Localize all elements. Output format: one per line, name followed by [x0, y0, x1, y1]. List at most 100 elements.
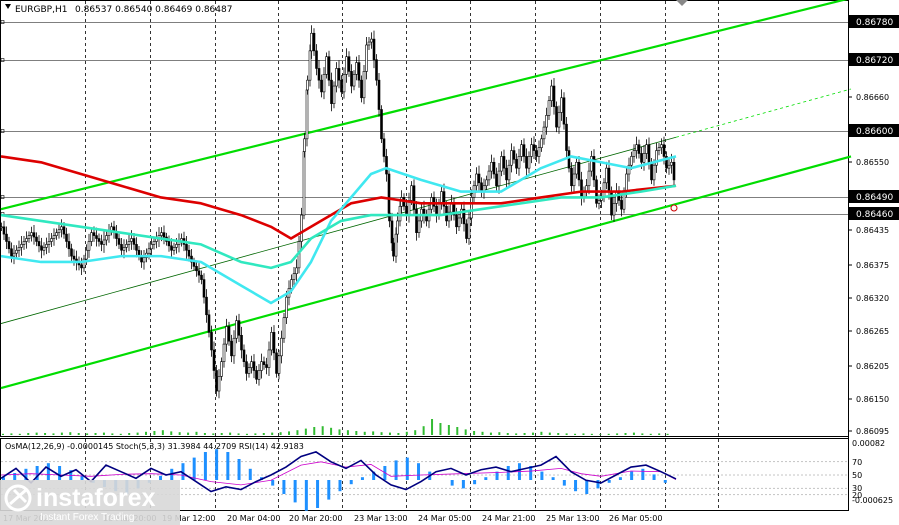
volume-bar [439, 423, 442, 435]
candle-body [540, 138, 543, 148]
volume-bar [422, 426, 425, 435]
volume-bar [203, 433, 206, 435]
level-anchor [0, 129, 5, 133]
osma-bar [271, 480, 275, 486]
price-tick-label: 0.86460 [856, 210, 893, 220]
price-tick-label: 0.86150 [856, 395, 889, 404]
time-tick-label: 25 Mar 13:00 [546, 514, 599, 523]
volume-bar [212, 433, 215, 435]
scroll-marker-icon[interactable] [676, 0, 688, 6]
candle-body [152, 241, 156, 245]
candle-body [192, 261, 196, 267]
candle-body [577, 161, 581, 181]
osma-bar [248, 468, 252, 480]
candle-body [360, 79, 363, 99]
dropdown-triangle-icon[interactable] [5, 4, 11, 9]
candle-body [607, 167, 611, 192]
volume-bar [599, 434, 602, 435]
volume-bar [279, 432, 282, 435]
level-anchor [0, 195, 5, 199]
osma-bar [282, 480, 286, 494]
candle-body [240, 334, 243, 351]
channel-mid-line [0, 136, 677, 324]
osma-bar [338, 480, 342, 492]
price-highlight-tag [849, 15, 899, 28]
candle-body [72, 255, 76, 260]
osma-bar [618, 477, 622, 480]
volume-bar [187, 432, 190, 435]
volume-bar [464, 429, 467, 435]
volume-bar [330, 427, 333, 435]
candle-body [97, 238, 101, 242]
candle-body [530, 144, 533, 157]
candle-body [242, 349, 246, 362]
volume-bar [254, 433, 257, 435]
volume-bar [397, 433, 400, 435]
osma-bar [35, 466, 39, 480]
osma-bar [13, 473, 17, 480]
candle-body [507, 164, 511, 181]
volume-bar [119, 433, 122, 435]
instaforex-logo-icon [4, 484, 32, 512]
candle-body [2, 226, 6, 235]
candle-body [382, 138, 386, 157]
candle-body [312, 32, 316, 52]
candle-body [217, 376, 221, 392]
volume-bar [498, 432, 501, 435]
candle-body [630, 156, 633, 166]
volume-bar [195, 431, 198, 435]
volume-bar [523, 433, 526, 435]
candle-body [410, 185, 413, 201]
candle-body [235, 320, 238, 339]
candle-body [388, 212, 391, 222]
ma-red-line [0, 155, 677, 240]
level-anchor [0, 20, 5, 24]
candle-body [417, 220, 421, 233]
osma-bar [630, 471, 634, 480]
osma-bar [529, 466, 533, 480]
candle-body [665, 156, 668, 169]
volume-bar [229, 432, 232, 435]
candle-body [380, 109, 383, 140]
candle-body [82, 258, 86, 269]
osma-bar [46, 463, 50, 480]
volume-bar [489, 432, 492, 435]
candle-body [502, 156, 506, 169]
candle-body [300, 214, 303, 242]
watermark: instaforex Instant Forex Trading [0, 480, 180, 525]
volume-bar [304, 428, 307, 435]
candle-body [462, 208, 466, 225]
candle-body [670, 161, 673, 166]
candle-body [340, 79, 343, 93]
candle-body [405, 205, 408, 216]
candle-body [352, 74, 356, 87]
candle-body [470, 197, 473, 219]
candle-body [542, 126, 546, 140]
candle-body [272, 332, 276, 354]
candle-body [640, 153, 643, 163]
osma-bar [450, 480, 454, 486]
volume-bar [86, 433, 89, 435]
candle-body [642, 153, 646, 163]
candle-body [80, 264, 83, 269]
candle-body [292, 273, 296, 280]
candle-body [505, 167, 508, 181]
volume-bar [77, 433, 80, 435]
osma-bar [506, 466, 510, 480]
candle-body [257, 370, 261, 380]
candle-body [450, 203, 453, 213]
candle-body [5, 233, 8, 242]
candle-body [555, 106, 558, 128]
volume-bar [607, 433, 610, 435]
candle-body [570, 167, 573, 187]
osma-bar [562, 480, 566, 486]
volume-bar [94, 433, 97, 435]
candle-body [308, 50, 312, 81]
candle-body [442, 191, 446, 207]
candle-body [447, 211, 451, 222]
osma-bar [596, 480, 600, 489]
candle-body [527, 156, 531, 169]
volume-bar [624, 433, 627, 435]
candle-body [480, 182, 483, 192]
